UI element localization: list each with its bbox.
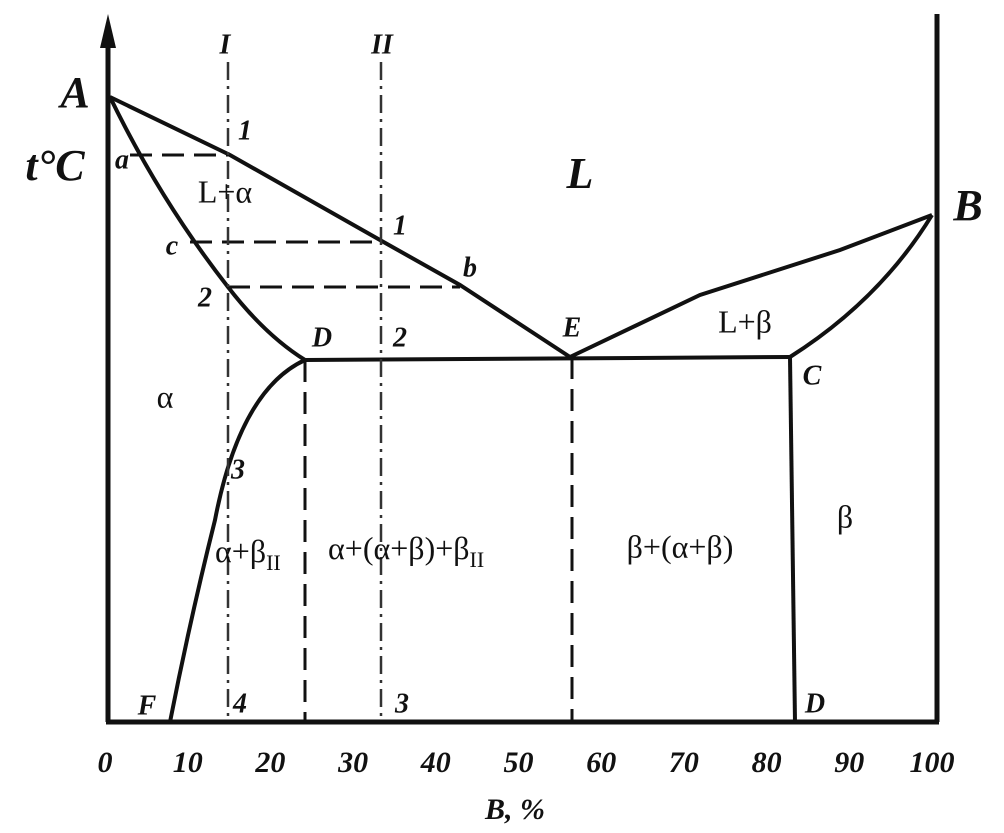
- point-label: 1: [238, 115, 252, 146]
- point-label: F: [137, 690, 157, 721]
- x-tick-label: 20: [254, 746, 285, 779]
- eutectic-line: [304, 355, 791, 362]
- x-tick-label: 80: [752, 746, 782, 779]
- region-label: L+α: [198, 173, 253, 209]
- point-label: a: [115, 144, 129, 175]
- x-tick-label: 40: [420, 746, 451, 779]
- point-label: 2: [392, 322, 407, 353]
- point-label: D: [804, 688, 825, 719]
- alloy-label: II: [370, 29, 394, 60]
- x-tick-label: 50: [504, 746, 534, 779]
- point-label: 3: [230, 454, 245, 485]
- solidus-beta: [788, 213, 934, 359]
- axes: [100, 14, 940, 725]
- solidus-alpha: [108, 96, 307, 362]
- point-label: B: [952, 181, 982, 230]
- point-label: E: [562, 312, 582, 343]
- region-main: α+β: [215, 533, 266, 569]
- phase-lines: [108, 62, 934, 723]
- region-label: α: [157, 378, 174, 414]
- region-label: L: [566, 149, 594, 198]
- region-label: β+(α+β): [627, 528, 734, 564]
- point-label: D: [311, 322, 332, 353]
- region-sub: II: [470, 547, 485, 572]
- region-label: α+βII: [215, 533, 281, 575]
- point-label: A: [57, 68, 89, 117]
- region-label: α+(α+β)+βII: [328, 530, 484, 572]
- point-label: 4: [232, 688, 247, 719]
- point-label: C: [803, 360, 822, 391]
- x-tick-label: 70: [669, 746, 699, 779]
- point-label: b: [463, 252, 477, 283]
- point-label: 3: [394, 688, 409, 719]
- point-label: 1: [393, 210, 407, 241]
- region-label: β: [837, 498, 853, 534]
- solvus-alpha: [168, 358, 306, 723]
- x-tick-label: 100: [910, 746, 955, 779]
- x-tick-label: 90: [834, 746, 864, 779]
- y-arrow: [100, 14, 116, 48]
- region-label: L+β: [718, 303, 772, 339]
- point-label: c: [166, 230, 179, 261]
- x-axis-label: B, %: [484, 793, 545, 826]
- x-tick-label: 60: [586, 746, 616, 779]
- y-axis-label: t°C: [25, 141, 85, 190]
- region-main: α+(α+β)+β: [328, 530, 470, 566]
- x-tick-label: 30: [337, 746, 368, 779]
- solvus-beta: [788, 356, 797, 723]
- liquidus-left: [109, 95, 572, 359]
- liquidus-right: [569, 213, 933, 359]
- x-tick-label: 10: [173, 746, 203, 779]
- alloy-label: I: [219, 29, 232, 60]
- x-tick-label: 0: [98, 746, 113, 779]
- region-sub: II: [266, 550, 281, 575]
- point-label: 2: [197, 282, 212, 313]
